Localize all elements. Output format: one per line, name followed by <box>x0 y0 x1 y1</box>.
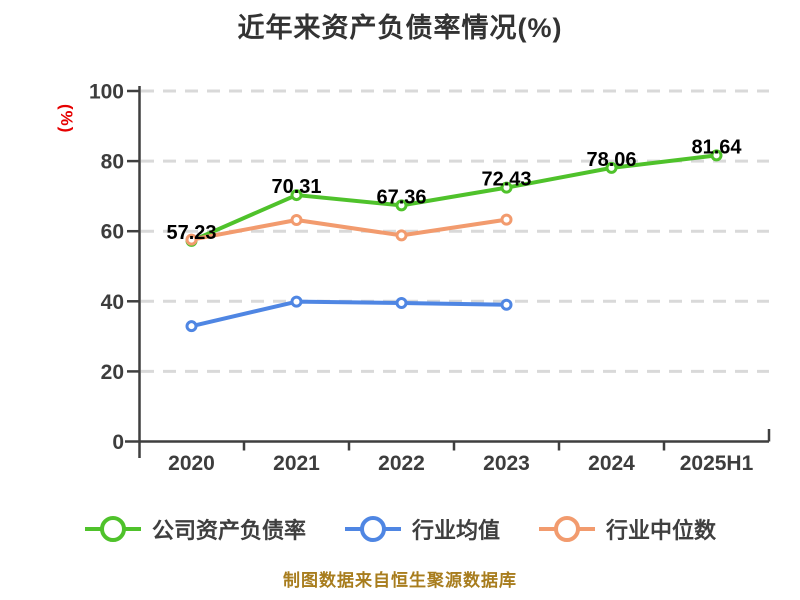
data-point-industry-median-2022 <box>395 229 408 242</box>
y-tick-label-80: 80 <box>101 151 124 174</box>
data-point-industry-median-2021 <box>290 213 303 226</box>
legend-item-industry-average: 行业均值 <box>344 513 500 545</box>
y-tick-label-40: 40 <box>101 291 124 314</box>
data-label-company-debt-ratio-2025H1: 81.64 <box>691 136 742 158</box>
legend-label-industry-median: 行业中位数 <box>606 518 717 543</box>
data-label-company-debt-ratio-2022: 67.36 <box>376 186 426 208</box>
legend-marker-industry-average-icon <box>344 516 401 542</box>
legend-item-industry-median: 行业中位数 <box>538 513 716 545</box>
y-tick-label-60: 60 <box>101 221 124 244</box>
series-line-company-debt-ratio <box>189 153 719 243</box>
data-point-industry-average-2021 <box>290 295 303 308</box>
data-source-note: 制图数据来自恒生聚源数据库 <box>283 571 517 590</box>
data-point-company-debt-ratio-2023 <box>500 181 513 194</box>
data-point-industry-average-2023 <box>500 298 513 311</box>
data-point-industry-average-2020 <box>185 320 198 333</box>
data-point-company-debt-ratio-2021 <box>290 189 303 202</box>
data-point-company-debt-ratio-2024 <box>605 161 618 174</box>
data-point-industry-average-2022 <box>395 297 408 310</box>
x-tick-label-2024: 2024 <box>588 452 635 475</box>
series-line-industry-median <box>189 217 509 242</box>
x-tick-label-2023: 2023 <box>483 452 530 475</box>
y-tick-label-0: 0 <box>112 431 124 454</box>
data-point-industry-median-2023 <box>500 213 513 226</box>
data-point-company-debt-ratio-2025H1 <box>710 149 723 162</box>
chart-title: 近年来资产负债率情况(%) <box>237 13 563 43</box>
x-tick-label-2020: 2020 <box>168 452 215 475</box>
x-tick-label-2022: 2022 <box>378 452 425 475</box>
legend-item-company-debt-ratio: 公司资产负债率 <box>84 513 306 545</box>
data-point-industry-median-2020 <box>185 233 198 246</box>
y-tick-label-20: 20 <box>101 361 124 384</box>
series-line-industry-average <box>189 299 509 329</box>
data-label-company-debt-ratio-2024: 78.06 <box>586 149 636 171</box>
x-tick-label-2021: 2021 <box>273 452 320 475</box>
y-axis-unit-label: (%) <box>57 104 76 134</box>
y-tick-label-100: 100 <box>89 81 124 104</box>
data-point-company-debt-ratio-2022 <box>395 199 408 212</box>
data-label-company-debt-ratio-2023: 72.43 <box>481 169 531 191</box>
x-tick-label-2025H1: 2025H1 <box>680 452 754 475</box>
legend-label-company-debt-ratio: 公司资产负债率 <box>151 518 306 543</box>
legend-marker-industry-median-icon <box>539 516 595 542</box>
data-label-company-debt-ratio-2021: 70.31 <box>271 176 321 198</box>
legend-marker-company-debt-ratio-icon <box>84 516 141 542</box>
legend-label-industry-average: 行业均值 <box>411 518 500 543</box>
data-label-company-debt-ratio-2020: 57.23 <box>166 222 216 244</box>
chart-legend: 公司资产负债率 行业均值 行业中位数 <box>0 513 800 545</box>
